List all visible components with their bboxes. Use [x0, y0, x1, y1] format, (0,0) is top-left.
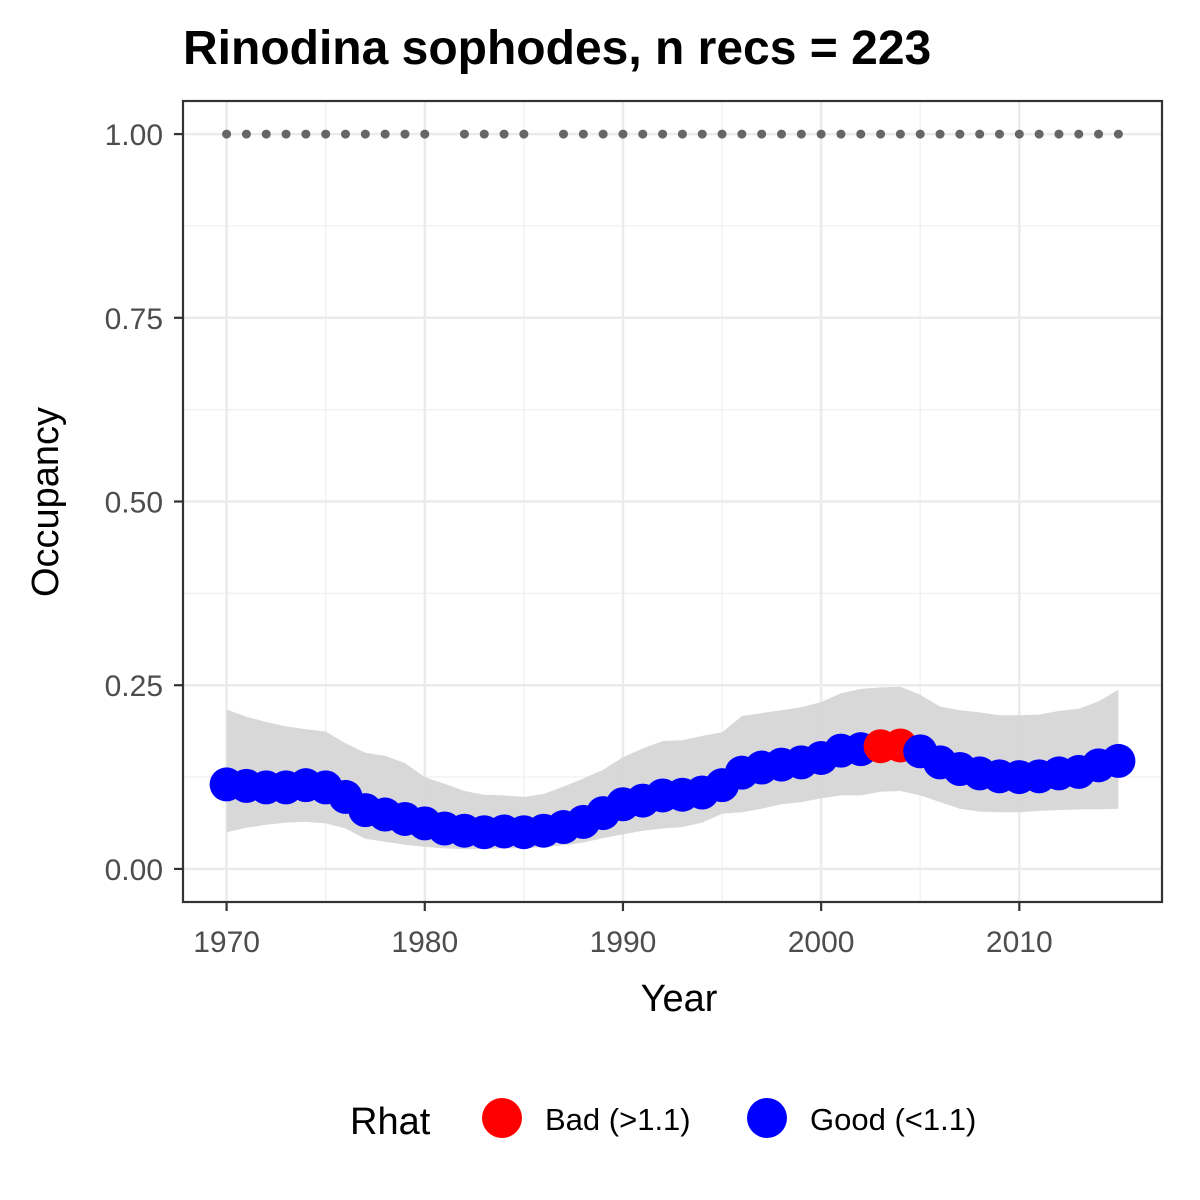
y-tick-label: 0.75: [105, 303, 163, 336]
record-marker: [360, 129, 370, 139]
record-marker: [261, 129, 271, 139]
record-marker: [400, 129, 410, 139]
record-marker: [1094, 129, 1104, 139]
record-marker: [499, 129, 509, 139]
record-marker: [281, 129, 291, 139]
legend-title: Rhat: [350, 1101, 431, 1143]
record-marker: [876, 129, 886, 139]
record-marker: [598, 129, 608, 139]
record-marker: [1034, 129, 1044, 139]
record-marker: [796, 129, 806, 139]
record-marker: [341, 129, 351, 139]
record-marker: [677, 129, 687, 139]
record-marker: [559, 129, 569, 139]
x-tick-label: 1970: [193, 926, 260, 959]
chart-title: Rinodina sophodes, n recs = 223: [183, 22, 931, 75]
x-axis-ticks: 1970 1980 1990 2000 2010: [193, 902, 1053, 959]
record-marker: [994, 129, 1004, 139]
x-tick-label: 1980: [391, 926, 458, 959]
record-marker: [737, 129, 747, 139]
record-marker: [459, 129, 469, 139]
record-marker: [1113, 129, 1123, 139]
y-tick-label: 1.00: [105, 119, 163, 152]
record-marker: [1074, 129, 1084, 139]
legend-label-good: Good (<1.1): [810, 1102, 976, 1137]
legend-label-bad: Bad (>1.1): [545, 1102, 691, 1137]
record-marker: [618, 129, 628, 139]
record-marker: [578, 129, 588, 139]
record-marker: [816, 129, 826, 139]
record-marker: [380, 129, 390, 139]
record-marker: [479, 129, 489, 139]
record-marker: [638, 129, 648, 139]
record-marker: [717, 129, 727, 139]
record-marker: [420, 129, 430, 139]
record-marker: [519, 129, 529, 139]
occupancy-point: [1101, 743, 1136, 778]
y-axis-ticks: 0.00 0.25 0.50 0.75 1.00: [105, 119, 183, 887]
record-marker: [1014, 129, 1024, 139]
record-marker: [856, 129, 866, 139]
record-marker: [301, 129, 311, 139]
record-marker: [895, 129, 905, 139]
record-marker: [658, 129, 668, 139]
record-marker: [697, 129, 707, 139]
legend-key-good: [747, 1098, 787, 1138]
record-marker: [757, 129, 767, 139]
record-marker: [1054, 129, 1064, 139]
y-tick-label: 0.00: [105, 854, 163, 887]
record-marker: [935, 129, 945, 139]
legend: Rhat Bad (>1.1) Good (<1.1): [350, 1098, 976, 1143]
credible-interval-ribbon: [226, 686, 1119, 850]
x-axis-title: Year: [641, 978, 718, 1020]
record-markers: [222, 129, 1123, 139]
y-tick-label: 0.50: [105, 487, 163, 520]
record-marker: [975, 129, 985, 139]
x-tick-label: 2010: [986, 926, 1053, 959]
interval-ribbon: [226, 686, 1119, 850]
y-tick-label: 0.25: [105, 670, 163, 703]
record-marker: [915, 129, 925, 139]
record-marker: [836, 129, 846, 139]
record-marker: [776, 129, 786, 139]
record-marker: [241, 129, 251, 139]
y-axis-title: Occupancy: [25, 407, 67, 597]
record-marker: [321, 129, 331, 139]
legend-key-bad: [482, 1098, 522, 1138]
record-marker: [955, 129, 965, 139]
x-tick-label: 2000: [788, 926, 855, 959]
x-tick-label: 1990: [590, 926, 657, 959]
occupancy-points: [209, 728, 1136, 850]
record-marker: [222, 129, 232, 139]
